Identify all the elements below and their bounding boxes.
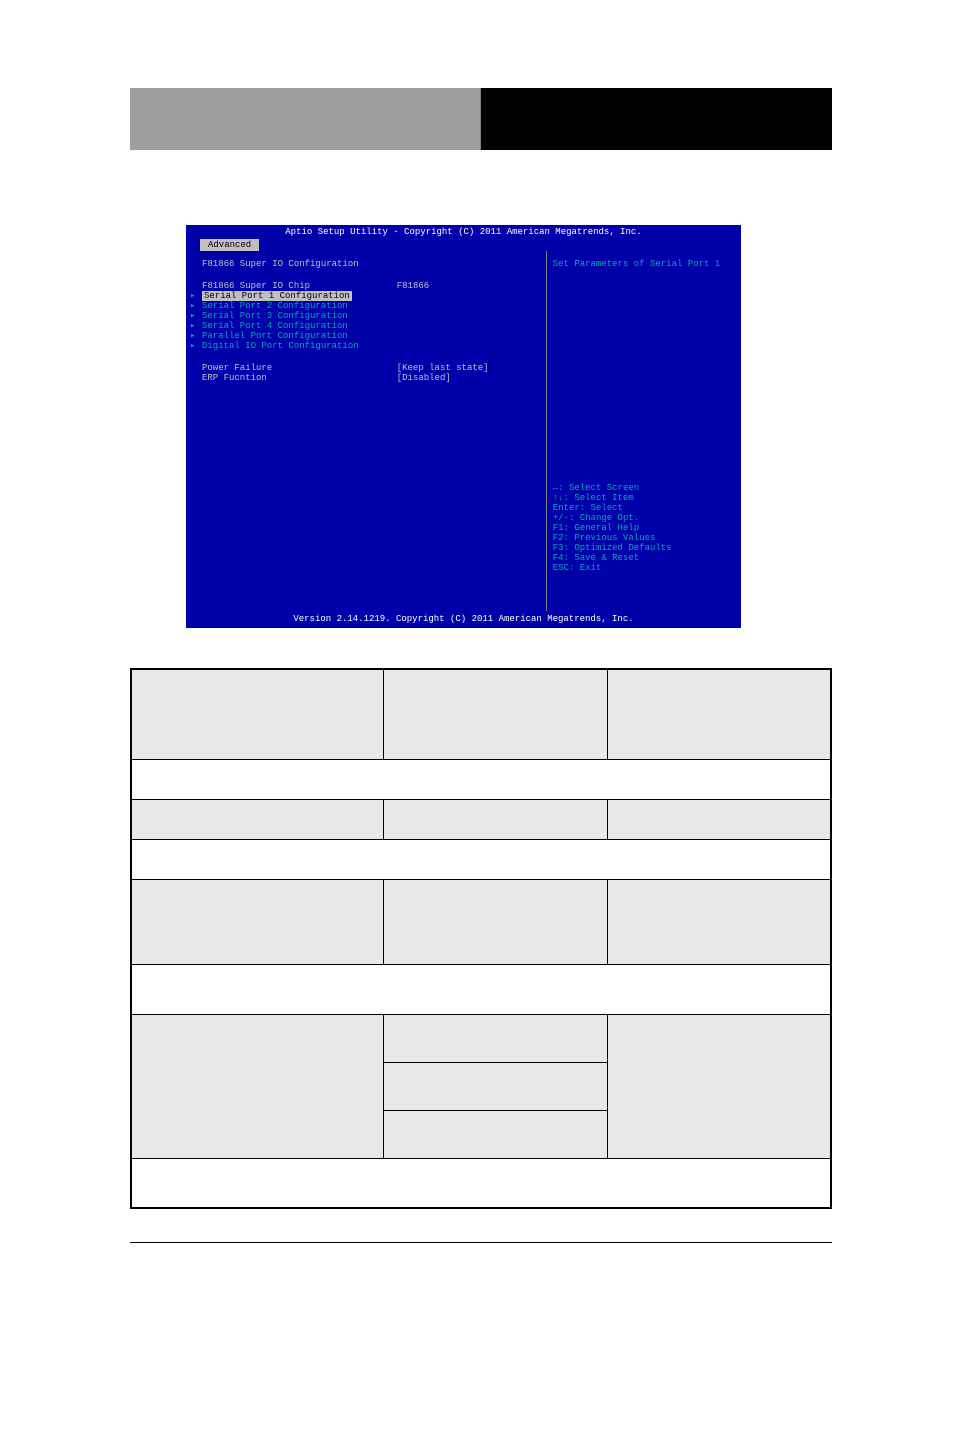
- setting-label: Power Failure: [202, 363, 397, 373]
- section-title: F81866 Super IO Configuration: [202, 259, 538, 269]
- table-cell: [383, 1062, 607, 1110]
- key-line: ↔: Select Screen: [553, 483, 735, 493]
- table-cell: [131, 669, 383, 759]
- submenu-serial-port-3[interactable]: ▸ Serial Port 3 Configuration: [190, 311, 538, 321]
- table-row: [131, 1158, 831, 1208]
- submenu-digital-io-port[interactable]: ▸ Digital IO Port Configuration: [190, 341, 538, 351]
- doc-table: [130, 668, 832, 1209]
- table-row: [131, 879, 831, 964]
- bios-right-panel: Set Parameters of Serial Port 1 ↔: Selec…: [547, 251, 741, 611]
- chevron-right-icon: ▸: [190, 331, 198, 341]
- help-text: Set Parameters of Serial Port 1: [553, 259, 735, 269]
- submenu-label: Digital IO Port Configuration: [202, 341, 359, 351]
- bios-body: F81866 Super IO Configuration F81866 Sup…: [186, 251, 741, 611]
- submenu-label: Serial Port 3 Configuration: [202, 311, 348, 321]
- table-cell: [131, 879, 383, 964]
- top-bar-left: [130, 88, 481, 150]
- submenu-serial-port-2[interactable]: ▸ Serial Port 2 Configuration: [190, 301, 538, 311]
- chip-value: F81866: [397, 281, 538, 291]
- table-row: [131, 759, 831, 799]
- chevron-right-icon: ▸: [190, 301, 198, 311]
- table-cell: [607, 669, 831, 759]
- bottom-divider: [130, 1242, 832, 1243]
- submenu-label: Parallel Port Configuration: [202, 331, 348, 341]
- key-line: Enter: Select: [553, 503, 735, 513]
- table-cell: [131, 1158, 831, 1208]
- chevron-right-icon: ▸: [190, 341, 198, 351]
- table-cell: [131, 839, 831, 879]
- chevron-right-icon: ▸: [190, 311, 198, 321]
- key-line: F1: General Help: [553, 523, 735, 533]
- submenu-label: Serial Port 2 Configuration: [202, 301, 348, 311]
- table-cell: [131, 799, 383, 839]
- chip-row: F81866 Super IO Chip F81866: [202, 281, 538, 291]
- setting-value: [Disabled]: [397, 373, 538, 383]
- setting-value: [Keep last state]: [397, 363, 538, 373]
- table-cell: [383, 1110, 607, 1158]
- submenu-parallel-port[interactable]: ▸ Parallel Port Configuration: [190, 331, 538, 341]
- key-line: ↑↓: Select Item: [553, 493, 735, 503]
- table-cell: [607, 1014, 831, 1158]
- key-line: +/-: Change Opt.: [553, 513, 735, 523]
- table-cell: [383, 669, 607, 759]
- table-cell: [383, 799, 607, 839]
- bios-left-panel: F81866 Super IO Configuration F81866 Sup…: [186, 251, 547, 611]
- key-line: F4: Save & Reset: [553, 553, 735, 563]
- table-row: [131, 1014, 831, 1062]
- submenu-label: Serial Port 4 Configuration: [202, 321, 348, 331]
- setting-label: ERP Fucntion: [202, 373, 397, 383]
- setting-erp-function[interactable]: ERP Fucntion [Disabled]: [202, 373, 538, 383]
- submenu-serial-port-1[interactable]: ▸ Serial Port 1 Configuration: [190, 291, 538, 301]
- table-row: [131, 964, 831, 1014]
- table-cell: [383, 879, 607, 964]
- submenu-serial-port-4[interactable]: ▸ Serial Port 4 Configuration: [190, 321, 538, 331]
- table-row: [131, 669, 831, 759]
- tab-advanced[interactable]: Advanced: [200, 239, 259, 251]
- submenu-label: Serial Port 1 Configuration: [202, 291, 352, 301]
- table-cell: [383, 1014, 607, 1062]
- bios-footer: Version 2.14.1219. Copyright (C) 2011 Am…: [186, 612, 741, 628]
- chip-label: F81866 Super IO Chip: [202, 281, 397, 291]
- top-header-bar: [130, 88, 832, 150]
- table-row: [131, 839, 831, 879]
- chevron-right-icon: ▸: [190, 291, 198, 301]
- bios-setup-window: Aptio Setup Utility - Copyright (C) 2011…: [186, 225, 741, 628]
- key-legend: ↔: Select Screen ↑↓: Select Item Enter: …: [553, 483, 735, 573]
- key-line: F2: Previous Values: [553, 533, 735, 543]
- table-cell: [131, 759, 831, 799]
- key-line: ESC: Exit: [553, 563, 735, 573]
- table-cell: [607, 879, 831, 964]
- top-bar-right: [481, 88, 832, 150]
- setting-power-failure[interactable]: Power Failure [Keep last state]: [202, 363, 538, 373]
- table-cell: [131, 1014, 383, 1158]
- key-line: F3: Optimized Defaults: [553, 543, 735, 553]
- table-cell: [131, 964, 831, 1014]
- bios-tab-row: Advanced: [186, 239, 741, 251]
- bios-header: Aptio Setup Utility - Copyright (C) 2011…: [186, 225, 741, 239]
- table-row: [131, 799, 831, 839]
- table-cell: [607, 799, 831, 839]
- chevron-right-icon: ▸: [190, 321, 198, 331]
